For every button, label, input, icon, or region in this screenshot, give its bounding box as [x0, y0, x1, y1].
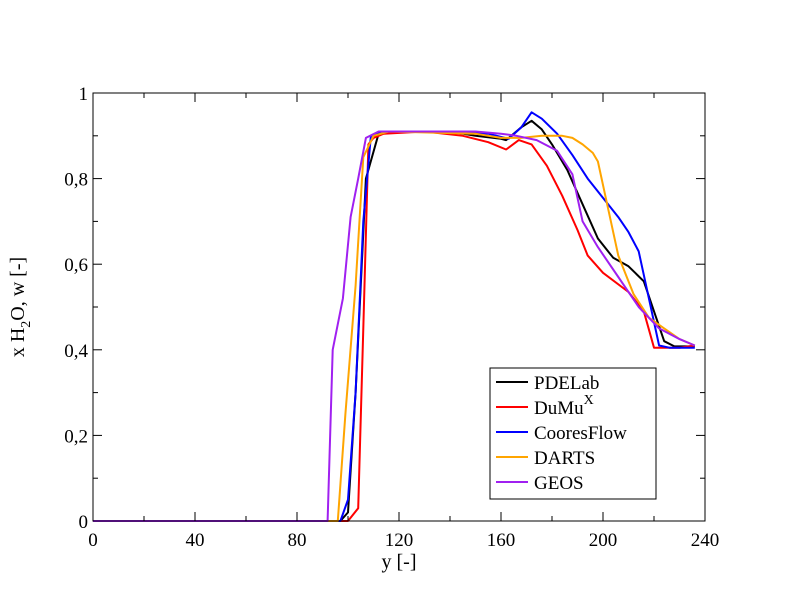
x-tick-label: 160: [487, 530, 516, 551]
x-tick-label: 120: [385, 530, 414, 551]
x-tick-label: 80: [288, 530, 307, 551]
y-tick-label: 0: [79, 512, 89, 533]
legend-label-dumux: DuMuX: [534, 393, 594, 419]
x-tick-label: 240: [691, 530, 720, 551]
legend-label-pdelab: PDELab: [534, 373, 599, 394]
y-axis-ticks: 0 0,2 0,4 0,6 0,8 1: [64, 84, 705, 533]
legend-label-darts: DARTS: [534, 448, 595, 469]
series-line-darts: [93, 130, 696, 522]
y-tick-label: 0,8: [64, 170, 88, 191]
y-tick-label: 0,6: [64, 255, 88, 276]
legend-label-cooresflow: CooresFlow: [534, 423, 627, 444]
x-axis-ticks: 0 40 80 120 160 200 240: [88, 93, 719, 551]
legend-label-geos: GEOS: [534, 473, 584, 494]
x-tick-label: 40: [186, 530, 205, 551]
legend-label-superscript: X: [584, 393, 594, 408]
y-tick-label: 1: [79, 84, 89, 105]
y-tick-label: 0,2: [64, 426, 88, 447]
series-line-pdelab: [93, 119, 695, 522]
x-axis-label: y [-]: [382, 551, 417, 573]
y-axis-label: x H2O, w [-]: [7, 257, 34, 357]
y-axis-label-subscript: 2: [19, 321, 34, 328]
series-lines: [93, 111, 696, 522]
series-line-cooresflow: [93, 111, 695, 522]
x-tick-label: 0: [88, 530, 98, 551]
legend-box: [489, 367, 657, 500]
y-tick-label: 0,4: [64, 341, 88, 362]
x-tick-label: 200: [589, 530, 618, 551]
series-line-geos: [93, 130, 696, 522]
